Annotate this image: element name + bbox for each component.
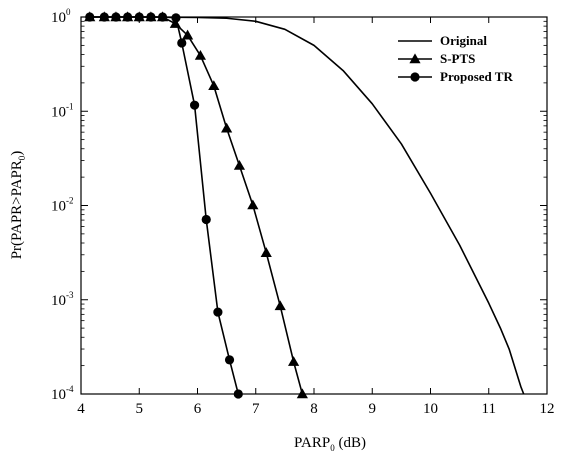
data-point-1-10 <box>208 80 220 91</box>
x-tick-label-2: 6 <box>194 401 202 417</box>
y-tick-label-0: 10-4 <box>51 384 74 403</box>
legend-marker-2 <box>410 72 420 82</box>
x-tick-label-0: 4 <box>77 401 85 417</box>
x-tick-label-5: 9 <box>369 401 377 417</box>
data-point-2-7 <box>171 13 181 23</box>
data-point-1-12 <box>233 160 246 170</box>
y-tick-label-4: 100 <box>51 7 71 26</box>
data-point-2-8 <box>177 38 187 48</box>
legend: Original S-PTS Proposed TR <box>398 33 513 84</box>
legend-label-0: Original <box>440 33 487 48</box>
x-tick-label-8: 12 <box>540 401 555 417</box>
data-point-1-11 <box>221 122 233 133</box>
y-axis-ticks: 10-4 10-3 10-2 10-1 100 <box>51 7 547 403</box>
y-axis-label: Pr(PAPR>PAPR0) <box>9 151 27 260</box>
legend-label-1: S-PTS <box>440 51 475 66</box>
data-point-1-13 <box>247 199 259 210</box>
x-tick-label-7: 11 <box>482 401 496 417</box>
legend-label-2: Proposed TR <box>440 69 513 84</box>
data-point-1-15 <box>274 300 286 311</box>
data-point-1-14 <box>260 247 272 257</box>
data-point-2-12 <box>224 355 235 365</box>
data-point-1-16 <box>288 356 300 366</box>
series-line-0 <box>86 16 525 395</box>
data-point-1-17 <box>296 388 308 399</box>
x-axis-ticks: 4 5 6 7 8 9 10 11 12 <box>77 17 555 417</box>
x-tick-label-4: 8 <box>310 401 318 417</box>
legend-marker-1 <box>409 53 421 64</box>
data-point-1-9 <box>194 49 207 60</box>
y-tick-label-2: 10-2 <box>51 196 74 215</box>
y-tick-label-1: 10-3 <box>51 290 74 309</box>
data-point-1-8 <box>181 29 194 40</box>
x-tick-label-6: 10 <box>423 401 438 417</box>
series-line-1 <box>89 16 304 395</box>
data-point-2-11 <box>213 307 223 317</box>
x-axis-label: PARP0 (dB) <box>294 435 366 453</box>
x-tick-label-1: 5 <box>136 401 144 417</box>
data-point-2-10 <box>201 214 211 225</box>
data-point-1-7 <box>169 18 181 28</box>
series-line-2 <box>89 16 240 395</box>
plot-markers <box>84 11 308 399</box>
data-point-2-9 <box>189 100 200 110</box>
x-tick-label-3: 7 <box>252 401 260 417</box>
y-tick-label-3: 10-1 <box>51 101 74 120</box>
